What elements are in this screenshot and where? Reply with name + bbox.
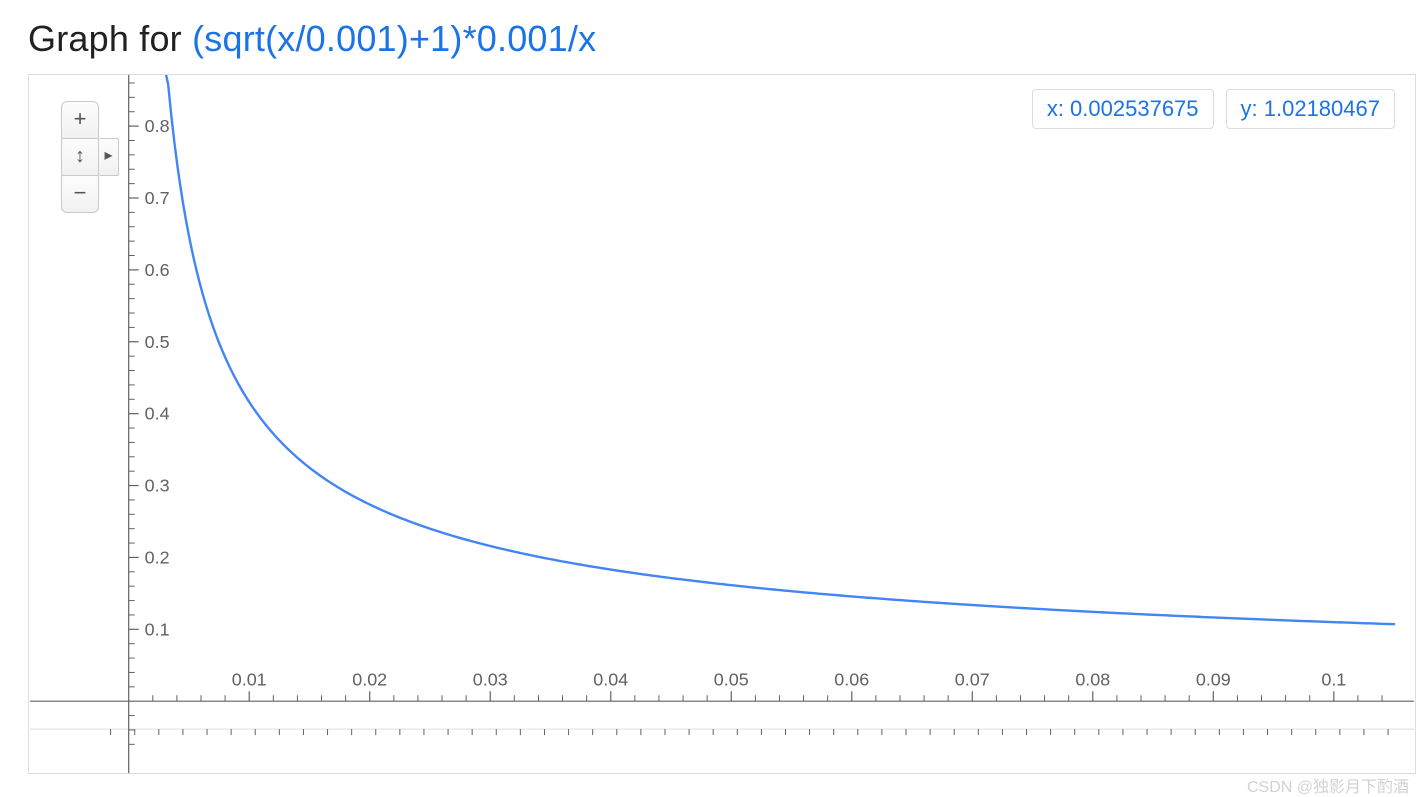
zoom-controls: + ↕ ▸ −: [61, 101, 121, 212]
svg-text:0.7: 0.7: [145, 188, 170, 208]
svg-text:0.6: 0.6: [145, 260, 170, 280]
svg-text:0.03: 0.03: [473, 669, 508, 689]
watermark: CSDN @独影月下酌酒: [1247, 773, 1409, 797]
svg-text:0.05: 0.05: [714, 669, 749, 689]
svg-text:0.01: 0.01: [232, 669, 267, 689]
coord-readout: x: 0.002537675 y: 1.02180467: [1032, 89, 1395, 129]
svg-text:0.07: 0.07: [955, 669, 990, 689]
pan-button[interactable]: ↕: [61, 138, 99, 176]
title-formula: (sqrt(x/0.001)+1)*0.001/x: [192, 18, 596, 59]
svg-text:0.02: 0.02: [352, 669, 387, 689]
svg-text:0.8: 0.8: [145, 116, 170, 136]
title-prefix: Graph for: [28, 18, 192, 59]
chart-svg[interactable]: 0.01 0.02 0.03 0.04 0.05 0.06 0.07 0.08 0.09 0.1 0…: [29, 75, 1415, 773]
svg-text:0.3: 0.3: [145, 476, 170, 496]
svg-text:0.06: 0.06: [834, 669, 869, 689]
chart-container: 0.01 0.02 0.03 0.04 0.05 0.06 0.07 0.08 0.09 0.1 0…: [28, 74, 1416, 774]
coord-x-badge: x: 0.002537675: [1032, 89, 1214, 129]
zoom-more-button[interactable]: ▸: [99, 138, 119, 176]
svg-text:0.1: 0.1: [145, 619, 170, 639]
svg-text:0.09: 0.09: [1196, 669, 1231, 689]
coord-y-badge: y: 1.02180467: [1226, 89, 1395, 129]
svg-text:0.2: 0.2: [145, 547, 170, 567]
svg-text:0.04: 0.04: [593, 669, 628, 689]
zoom-in-button[interactable]: +: [61, 101, 99, 139]
svg-text:0.5: 0.5: [145, 332, 170, 352]
svg-text:0.4: 0.4: [145, 404, 170, 424]
svg-text:0.1: 0.1: [1321, 669, 1346, 689]
zoom-out-button[interactable]: −: [61, 175, 99, 213]
page-title: Graph for (sqrt(x/0.001)+1)*0.001/x: [28, 18, 1413, 60]
svg-text:0.08: 0.08: [1075, 669, 1110, 689]
